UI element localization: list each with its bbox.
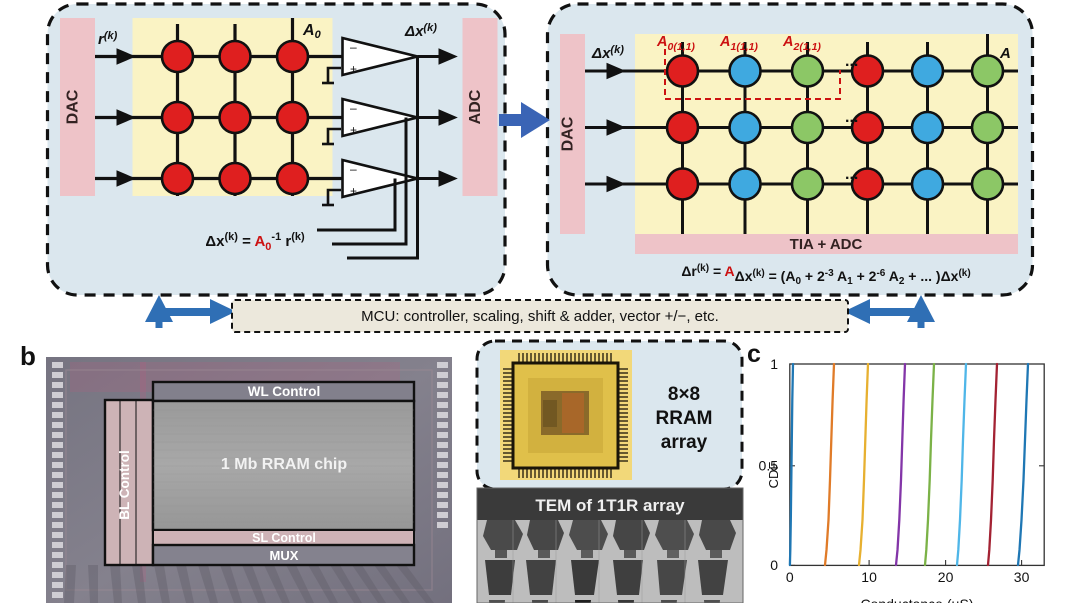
svg-text:–: – xyxy=(350,101,357,115)
svg-text:TEM of 1T1R array: TEM of 1T1R array xyxy=(535,496,685,515)
svg-text:+: + xyxy=(350,184,357,198)
svg-text:WL Control: WL Control xyxy=(248,384,320,399)
svg-text:Δx(k) = A0-1 r(k): Δx(k) = A0-1 r(k) xyxy=(205,231,305,253)
svg-text:30: 30 xyxy=(1014,569,1030,585)
svg-text:RRAM: RRAM xyxy=(656,408,713,429)
svg-text:BL Control: BL Control xyxy=(117,450,132,520)
svg-text:0: 0 xyxy=(786,569,794,585)
svg-text:10: 10 xyxy=(861,569,877,585)
svg-text:Conductance (µS): Conductance (µS) xyxy=(860,596,973,603)
svg-text:ADC: ADC xyxy=(467,89,484,124)
svg-text:...: ... xyxy=(845,109,858,126)
svg-text:+: + xyxy=(350,62,357,76)
svg-text:MCU: controller, scaling, shif: MCU: controller, scaling, shift & adder,… xyxy=(361,308,719,325)
svg-text:MUX: MUX xyxy=(270,548,299,563)
svg-text:c: c xyxy=(747,340,761,368)
svg-text:–: – xyxy=(350,40,357,54)
svg-text:DAC: DAC xyxy=(65,89,82,124)
svg-text:CDF: CDF xyxy=(766,462,781,489)
svg-text:1 Mb RRAM chip: 1 Mb RRAM chip xyxy=(221,456,347,473)
svg-text:TIA + ADC: TIA + ADC xyxy=(790,236,863,253)
svg-text:...: ... xyxy=(845,53,858,70)
svg-text:0: 0 xyxy=(770,557,778,573)
svg-text:+: + xyxy=(350,123,357,137)
svg-text:SL Control: SL Control xyxy=(252,531,316,545)
svg-text:...: ... xyxy=(845,166,858,183)
svg-text:8×8: 8×8 xyxy=(668,384,700,405)
svg-text:DAC: DAC xyxy=(560,116,577,151)
svg-text:array: array xyxy=(661,432,708,453)
svg-text:1: 1 xyxy=(770,356,778,372)
svg-text:A: A xyxy=(999,45,1011,62)
svg-text:20: 20 xyxy=(938,569,954,585)
svg-text:b: b xyxy=(20,341,36,371)
svg-text:–: – xyxy=(350,162,357,176)
